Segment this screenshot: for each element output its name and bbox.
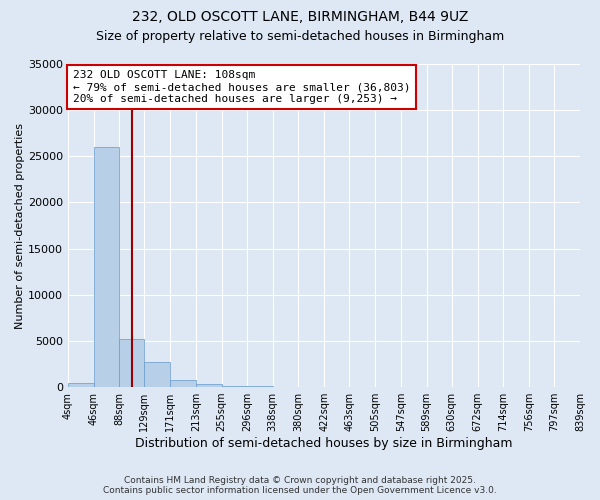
Bar bbox=[119, 339, 145, 387]
Text: 232 OLD OSCOTT LANE: 108sqm
← 79% of semi-detached houses are smaller (36,803)
2: 232 OLD OSCOTT LANE: 108sqm ← 79% of sem… bbox=[73, 70, 410, 104]
Bar bbox=[196, 384, 222, 387]
Text: 232, OLD OSCOTT LANE, BIRMINGHAM, B44 9UZ: 232, OLD OSCOTT LANE, BIRMINGHAM, B44 9U… bbox=[132, 10, 468, 24]
Bar bbox=[170, 380, 196, 387]
X-axis label: Distribution of semi-detached houses by size in Birmingham: Distribution of semi-detached houses by … bbox=[135, 437, 512, 450]
Bar bbox=[222, 386, 247, 387]
Text: Contains HM Land Registry data © Crown copyright and database right 2025.
Contai: Contains HM Land Registry data © Crown c… bbox=[103, 476, 497, 495]
Bar bbox=[247, 386, 272, 387]
Y-axis label: Number of semi-detached properties: Number of semi-detached properties bbox=[15, 122, 25, 328]
Text: Size of property relative to semi-detached houses in Birmingham: Size of property relative to semi-detach… bbox=[96, 30, 504, 43]
Bar bbox=[145, 362, 170, 387]
Bar bbox=[68, 384, 94, 387]
Bar bbox=[94, 147, 119, 387]
